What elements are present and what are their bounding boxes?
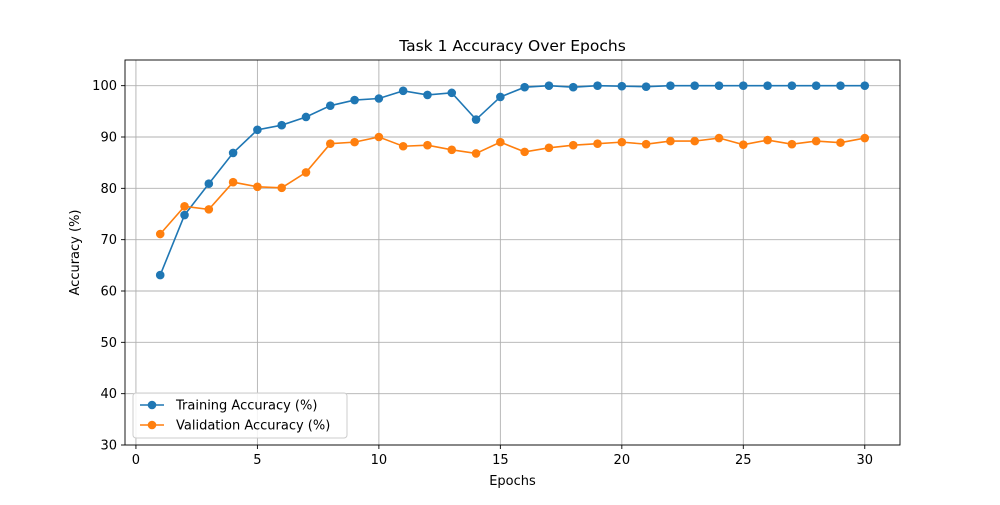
axis-ticks: 0 5 10 15 20 25 30 30 40 50 60 70 80 90 100 [92,79,873,468]
x-tick-label: 15 [492,453,509,468]
data-point [836,138,845,147]
data-point [641,82,651,91]
series-validation [155,132,870,239]
data-point [787,81,797,90]
y-tick-label: 60 [100,285,117,300]
data-point [228,177,238,187]
data-point [253,125,262,135]
data-point [277,120,287,130]
data-point [374,94,384,103]
x-tick-label: 5 [253,453,261,468]
data-point [520,82,529,92]
y-tick-label: 50 [100,336,117,351]
data-point [277,183,287,193]
data-point [666,136,675,146]
series-training [155,81,870,280]
data-point [836,81,845,90]
data-point [228,148,238,158]
data-point [180,210,189,220]
data-point [155,270,165,280]
legend-box [132,392,348,439]
x-tick-label: 10 [371,453,388,468]
data-point [301,168,311,177]
data-point [544,143,554,153]
data-point [325,139,335,148]
data-point [204,205,214,214]
legend-marker [147,420,157,430]
x-axis-title: Epochs [489,474,536,489]
series-layer [155,81,870,280]
data-point [447,145,457,155]
data-point [496,137,505,147]
data-point [350,95,359,105]
data-point [641,139,651,149]
data-point [811,136,821,146]
chart-title: Task 1 Accuracy Over Epochs [398,37,626,55]
data-point [787,139,797,149]
legend-label: Validation Accuracy (%) [176,419,330,434]
y-tick-label: 100 [92,79,117,94]
data-point [325,101,335,110]
data-point [617,137,627,147]
data-point [763,135,772,145]
data-point [860,133,870,143]
data-point [860,81,870,90]
data-point [398,141,408,151]
data-point [398,86,408,96]
data-point [690,136,700,146]
series-line [159,136,865,235]
y-tick-label: 90 [100,131,117,146]
data-point [666,81,675,90]
data-point [738,140,748,149]
data-point [155,229,165,239]
data-point [496,92,505,102]
data-point [593,81,602,90]
data-point [811,81,821,90]
x-tick-label: 20 [614,453,631,468]
x-tick-label: 0 [132,453,140,468]
data-point [204,179,214,189]
data-point [568,140,578,150]
x-tick-label: 30 [856,453,873,468]
data-point [447,88,457,98]
data-point [763,81,772,90]
data-point [423,140,432,150]
data-point [617,81,627,91]
data-point [180,202,189,211]
data-point [714,133,724,143]
data-point [301,112,311,122]
y-tick-label: 70 [100,233,117,248]
legend-marker [147,400,157,410]
data-point [568,82,578,92]
data-point [253,182,262,192]
data-point [350,137,359,147]
data-point [374,132,384,142]
data-point [714,81,724,90]
data-point [423,90,432,100]
y-axis-title: Accuracy (%) [68,210,83,296]
data-point [471,115,481,124]
series-line [159,84,865,276]
data-point [544,81,554,90]
data-point [738,81,748,90]
plot-area-frame [124,59,901,446]
data-point [690,81,700,90]
grid-lines [125,60,900,446]
data-point [520,147,529,157]
y-tick-label: 40 [100,387,117,402]
data-point [593,139,602,148]
legend: Training Accuracy (%) Validation Accuracy… [132,392,348,439]
legend-label: Training Accuracy (%) [175,399,317,414]
data-point [471,149,481,158]
y-tick-label: 80 [100,182,117,197]
x-tick-label: 25 [735,453,752,468]
y-tick-label: 30 [100,439,117,454]
